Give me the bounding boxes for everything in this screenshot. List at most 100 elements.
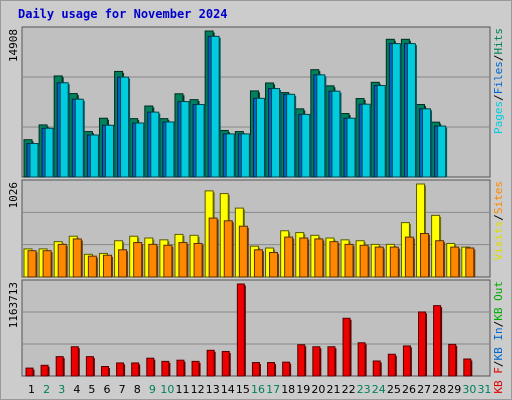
bar-sites-day-17 (269, 252, 279, 278)
bar-pages-day-24 (376, 85, 386, 178)
x-tick-label: 3 (58, 383, 65, 396)
x-tick-label: 14 (221, 383, 235, 396)
x-tick-label: 13 (206, 383, 220, 396)
bar-sites-day-7 (118, 249, 128, 278)
bar-kb-f-day-20 (312, 346, 321, 377)
bar-sites-day-22 (344, 243, 354, 278)
bar-kb-f-day-27 (418, 311, 427, 377)
x-tick-label: 31 (477, 383, 491, 396)
bar-kb-f-day-8 (131, 362, 140, 377)
bar-pages-day-8 (135, 122, 145, 178)
bar-kb-f-day-15 (236, 283, 245, 377)
bar-sites-day-24 (374, 246, 384, 278)
bar-kb-f-day-7 (116, 362, 125, 377)
bar-sites-day-28 (435, 240, 445, 278)
x-tick-label: 19 (296, 383, 310, 396)
legend-entry: KB F (492, 367, 505, 394)
bar-sites-day-12 (193, 242, 203, 278)
bar-pages-day-18 (286, 93, 296, 178)
bar-kb-f-day-14 (221, 350, 230, 377)
x-tick-label: 28 (432, 383, 446, 396)
bar-kb-f-day-23 (357, 342, 366, 377)
x-tick-label: 12 (191, 383, 205, 396)
x-tick-label: 6 (104, 383, 111, 396)
bar-pages-day-4 (74, 98, 84, 178)
x-tick-label: 18 (281, 383, 295, 396)
bar-pages-day-19 (301, 113, 311, 178)
bar-sites-day-16 (253, 249, 263, 278)
legend-entry: Hits (492, 28, 505, 55)
bar-kb-f-day-22 (342, 317, 351, 377)
bar-pages-day-14 (225, 133, 235, 178)
bar-sites-day-21 (329, 241, 339, 278)
side-legend-bottom: KB F/KB In/KB Out (492, 281, 505, 394)
bar-pages-day-23 (361, 103, 371, 178)
bar-pages-day-21 (331, 90, 341, 178)
bar-kb-f-day-19 (297, 344, 306, 377)
bar-kb-f-day-5 (85, 356, 94, 377)
bar-kb-f-day-18 (282, 361, 291, 377)
x-tick-label: 7 (119, 383, 126, 396)
bar-pages-day-11 (180, 101, 190, 178)
legend-entry: Pages (492, 101, 505, 134)
bar-sites-day-19 (299, 237, 309, 278)
legend-entry: Visits (492, 221, 505, 261)
legend-entry: KB In (492, 327, 505, 360)
bar-kb-f-day-13 (206, 349, 215, 377)
bar-sites-day-4 (72, 238, 82, 278)
max-label-top: 14908 (7, 29, 20, 62)
bar-sites-day-3 (57, 243, 67, 278)
bar-pages-day-27 (422, 108, 432, 178)
bar-sites-day-27 (420, 232, 430, 278)
bar-kb-f-day-9 (146, 357, 155, 377)
bar-pages-day-17 (271, 88, 281, 178)
x-tick-label: 26 (402, 383, 416, 396)
bar-kb-f-day-30 (463, 358, 472, 377)
bar-kb-f-day-3 (55, 356, 64, 377)
bar-pages-day-10 (165, 121, 175, 178)
bar-pages-day-25 (391, 43, 401, 178)
bar-sites-day-15 (238, 225, 248, 278)
x-tick-label: 22 (342, 383, 356, 396)
x-tick-label: 15 (236, 383, 250, 396)
x-tick-label: 24 (372, 383, 386, 396)
bar-kb-f-day-11 (176, 359, 185, 377)
legend-entry: Sites (492, 181, 505, 214)
bar-pages-day-7 (120, 76, 130, 178)
x-tick-label: 20 (311, 383, 325, 396)
bar-sites-day-10 (163, 244, 173, 278)
legend-separator: / (492, 321, 505, 328)
bar-pages-day-12 (195, 104, 205, 178)
bar-pages-day-3 (59, 82, 69, 178)
bar-sites-day-18 (284, 236, 294, 278)
x-tick-label: 10 (160, 383, 174, 396)
x-tick-label: 5 (88, 383, 95, 396)
plot-area-bottom (21, 279, 491, 377)
bar-pages-day-9 (150, 111, 160, 178)
bar-pages-day-15 (240, 133, 250, 178)
bar-sites-day-23 (359, 244, 369, 278)
legend-separator: / (492, 361, 505, 368)
x-tick-label: 30 (462, 383, 476, 396)
bar-kb-f-day-24 (372, 360, 381, 377)
bar-kb-f-day-17 (267, 362, 276, 377)
bar-sites-day-1 (27, 250, 37, 278)
bar-pages-day-16 (255, 97, 265, 178)
bar-kb-f-day-25 (387, 353, 396, 377)
bar-sites-day-5 (87, 255, 97, 278)
x-tick-label: 4 (73, 383, 80, 396)
bar-pages-day-26 (406, 43, 416, 178)
bar-kb-f-day-26 (402, 345, 411, 377)
x-tick-label: 29 (447, 383, 461, 396)
chart-title: Daily usage for November 2024 (18, 7, 228, 21)
bar-sites-day-20 (314, 238, 324, 278)
bar-pages-day-13 (210, 35, 220, 178)
max-label-bottom: 1163713 (7, 282, 20, 328)
bar-kb-f-day-4 (70, 346, 79, 377)
legend-entry: Files (492, 61, 505, 94)
x-tick-label: 1 (28, 383, 35, 396)
side-legend-top: Pages/Files/Hits (492, 28, 505, 134)
bar-kb-f-day-2 (40, 364, 49, 377)
bar-pages-day-22 (346, 117, 356, 178)
